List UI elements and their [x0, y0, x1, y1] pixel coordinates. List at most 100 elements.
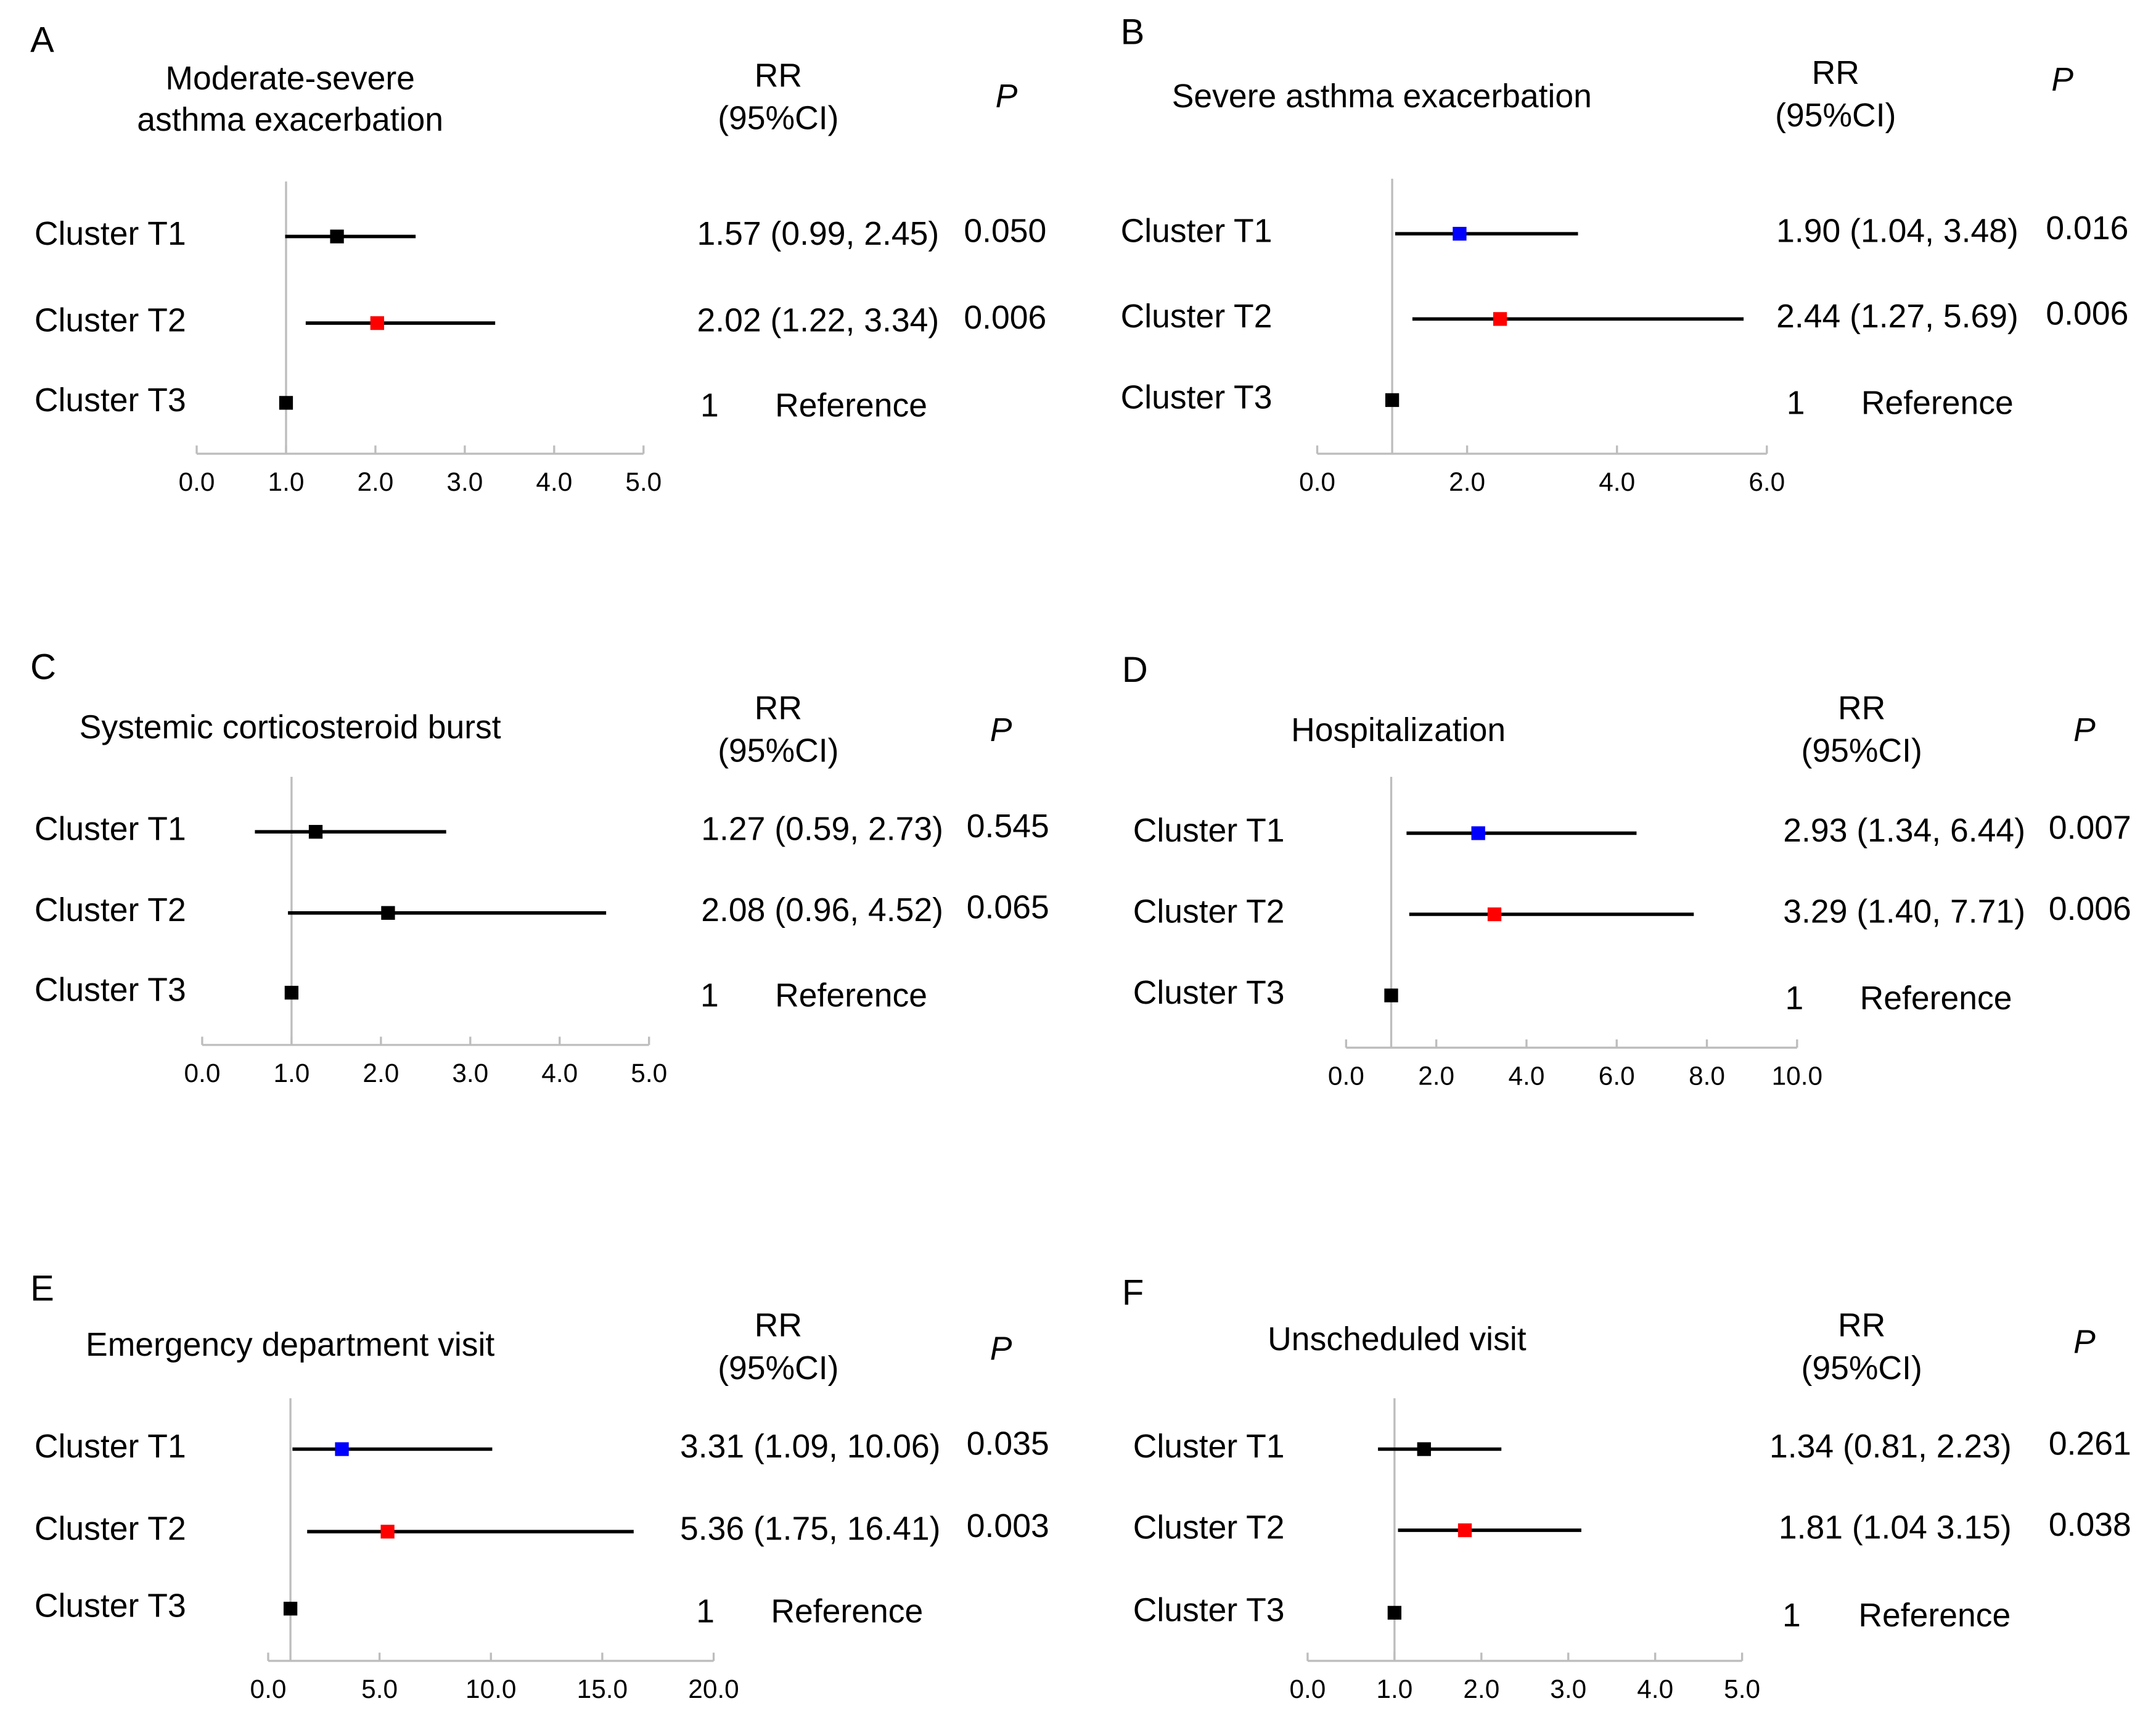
rr-value: 2.44 (1.27, 5.69): [1776, 298, 2019, 335]
row-label: Cluster T3: [35, 382, 186, 419]
rr-column-header: (95%CI): [1775, 97, 1896, 134]
row-label: Cluster T2: [35, 1511, 186, 1547]
x-tick-label: 6.0: [1599, 1062, 1635, 1091]
x-tick-label: 5.0: [361, 1674, 398, 1703]
point-estimate: [380, 1525, 395, 1539]
row-label: Cluster T1: [1121, 213, 1273, 249]
x-tick-label: 1.0: [273, 1059, 309, 1088]
x-tick-label: 4.0: [541, 1059, 578, 1088]
reference-label: Reference: [1858, 1597, 2010, 1634]
rr-value: 1: [1785, 980, 1803, 1017]
point-estimate: [1387, 1605, 1402, 1620]
p-value: 0.016: [2046, 210, 2128, 247]
rr-value: 1: [696, 1594, 715, 1630]
x-tick-label: 3.0: [452, 1059, 488, 1088]
row-label: Cluster T1: [1133, 1428, 1285, 1465]
x-tick-label: 5.0: [1724, 1674, 1760, 1703]
x-tick-label: 2.0: [363, 1059, 399, 1088]
p-value: 0.035: [967, 1425, 1049, 1462]
x-tick-label: 15.0: [577, 1674, 628, 1703]
rr-value: 1.57 (0.99, 2.45): [697, 216, 940, 252]
row-label: Cluster T3: [1133, 975, 1285, 1011]
x-tick-label: 6.0: [1748, 467, 1785, 496]
rr-column-header: RR: [755, 690, 802, 726]
forest-panel-d: D Hospitalization RR (95%CI) P 0.0 2.0 4.0 6.0 8.…: [1122, 650, 2131, 1090]
p-value: 0.007: [2049, 809, 2131, 846]
rr-column-header: RR: [755, 57, 802, 94]
reference-label: Reference: [775, 388, 927, 424]
row-label: Cluster T1: [35, 811, 186, 848]
x-tick-label: 2.0: [1449, 467, 1485, 496]
row-label: Cluster T2: [35, 302, 186, 338]
reference-label: Reference: [771, 1594, 923, 1630]
panel-letter: D: [1122, 650, 1148, 690]
rr-column-header: RR: [1838, 1308, 1885, 1344]
forest-panel-f: F Unscheduled visit RR (95%CI) P 0.0 1.0 2.0 3.0…: [1122, 1273, 2131, 1703]
row-label: Cluster T2: [1133, 1509, 1285, 1546]
panel-title: Emergency department visit: [86, 1327, 494, 1363]
point-estimate: [1385, 393, 1400, 408]
rr-column-header: RR: [1812, 55, 1859, 91]
p-value: 0.003: [967, 1508, 1049, 1544]
x-tick-label: 4.0: [536, 467, 572, 496]
point-estimate: [1471, 826, 1485, 840]
x-tick-label: 10.0: [465, 1674, 516, 1703]
x-tick-label: 0.0: [179, 467, 215, 496]
point-estimate: [308, 825, 323, 839]
x-tick-label: 0.0: [1299, 467, 1335, 496]
rr-value: 1.81 (1.04 3.15): [1779, 1509, 2012, 1546]
x-tick-label: 0.0: [250, 1674, 287, 1703]
x-tick-label: 0.0: [184, 1059, 220, 1088]
point-estimate: [283, 1602, 298, 1616]
p-column-header: P: [990, 1331, 1012, 1367]
p-column-header: P: [990, 712, 1012, 748]
x-tick-label: 2.0: [1418, 1062, 1454, 1091]
x-tick-label: 4.0: [1509, 1062, 1545, 1091]
row-label: Cluster T2: [35, 892, 186, 928]
rr-value: 5.36 (1.75, 16.41): [680, 1511, 940, 1547]
row-label: Cluster T3: [35, 972, 186, 1009]
x-tick-label: 2.0: [357, 467, 393, 496]
p-value: 0.545: [967, 808, 1049, 845]
rr-column-header: (95%CI): [1801, 732, 1922, 769]
p-column-header: P: [2073, 1324, 2096, 1360]
row-label: Cluster T1: [35, 1428, 186, 1465]
panel-letter: A: [30, 21, 54, 60]
panel-title: Severe asthma exacerbation: [1172, 78, 1592, 115]
panel-letter: E: [30, 1269, 54, 1309]
panel-title: Systemic corticosteroid burst: [80, 710, 501, 746]
p-value: 0.006: [964, 300, 1046, 336]
forest-panel-a: A Moderate-severe asthma exacerbation RR (95…: [30, 21, 1046, 496]
point-estimate: [381, 906, 395, 920]
p-value: 0.038: [2049, 1507, 2131, 1543]
x-tick-label: 20.0: [688, 1674, 739, 1703]
rr-value: 1.27 (0.59, 2.73): [701, 811, 943, 848]
rr-value: 3.31 (1.09, 10.06): [680, 1428, 940, 1465]
x-tick-label: 0.0: [1289, 1674, 1326, 1703]
rr-value: 1: [700, 388, 719, 424]
x-tick-label: 4.0: [1637, 1674, 1673, 1703]
panel-letter: F: [1122, 1273, 1144, 1313]
forest-panel-b: B Severe asthma exacerbation RR (95%CI) P 0.0…: [1121, 12, 2129, 496]
row-label: Cluster T3: [1121, 379, 1273, 416]
panel-letter: C: [30, 648, 56, 687]
reference-label: Reference: [775, 977, 927, 1014]
p-value: 0.006: [2049, 891, 2131, 927]
row-label: Cluster T3: [1133, 1592, 1285, 1628]
p-column-header: P: [996, 78, 1018, 115]
rr-value: 1: [1787, 385, 1805, 421]
rr-value: 1.90 (1.04, 3.48): [1776, 213, 2019, 249]
row-label: Cluster T3: [35, 1588, 186, 1625]
forest-panel-c: C Systemic corticosteroid burst RR (95%CI) P…: [30, 648, 1049, 1088]
reference-label: Reference: [1861, 385, 2014, 421]
point-estimate: [284, 985, 299, 1000]
forest-panel-e: E Emergency department visit RR (95%CI) P 0.0…: [30, 1269, 1049, 1703]
x-tick-label: 5.0: [625, 467, 662, 496]
row-label: Cluster T1: [35, 216, 186, 252]
rr-value: 1: [700, 977, 719, 1014]
p-value: 0.006: [2046, 295, 2128, 332]
rr-column-header: (95%CI): [718, 100, 838, 137]
point-estimate: [1417, 1442, 1431, 1456]
point-estimate: [335, 1442, 349, 1456]
point-estimate: [1457, 1523, 1472, 1538]
